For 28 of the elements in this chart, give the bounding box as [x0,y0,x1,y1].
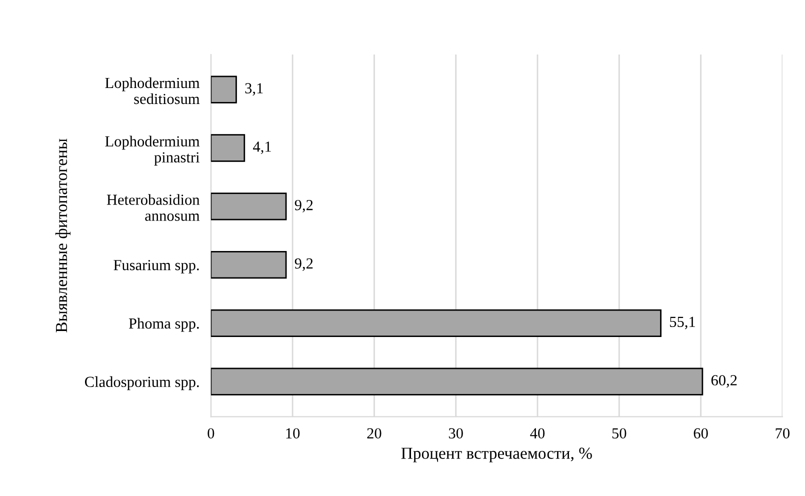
x-tick-label: 70 [776,428,790,439]
bar [210,192,287,220]
y-tick-label: Phoma spp. [128,318,199,332]
x-tick-label: 10 [286,428,300,439]
x-tick-label: 50 [612,428,626,439]
data-label: 3,1 [245,83,263,96]
x-tick-label: 30 [448,428,463,439]
y-tick-label: Lophodermium seditiosum [105,77,200,104]
data-label: 55,1 [670,316,695,330]
bar [210,134,246,162]
x-tick-label: 0 [208,428,214,439]
bar [210,76,237,104]
data-label: 4,1 [253,142,271,154]
y-tick-label: Lophodermium pinastri [105,136,200,166]
bar [210,368,704,396]
y-axis-title: Выявленные фитопатогены [55,138,70,332]
x-tick-label: 20 [367,428,382,439]
bar [210,250,287,279]
data-label: 9,2 [294,200,313,212]
x-tick-label: 60 [694,428,708,439]
data-label: 60,2 [711,375,737,388]
x-axis-title: Процент встречаемости, % [401,448,592,462]
y-tick-label: Heterobasidion annosum [106,194,200,221]
y-tick-label: Fusarium spp. [114,260,199,274]
x-tick-label: 40 [530,428,545,439]
bar [210,309,662,338]
y-tick-label: Cladosporium spp. [84,376,199,390]
data-label: 9,2 [294,258,313,271]
